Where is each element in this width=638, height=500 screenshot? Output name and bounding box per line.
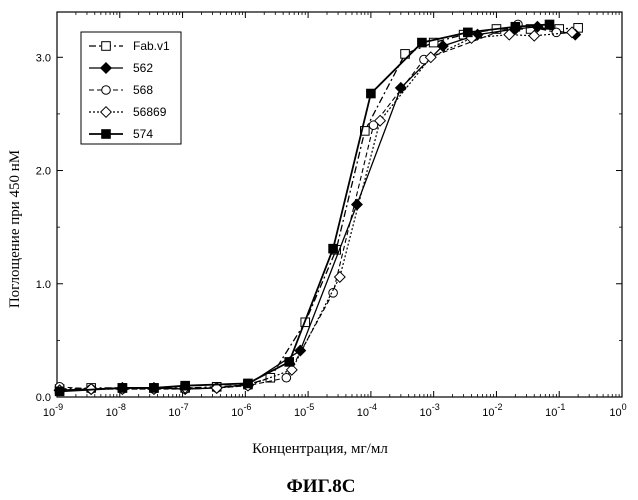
legend: Fab.v1 562 568 56869 574 [81, 32, 181, 144]
x-tick-label-exponent: -4 [369, 402, 377, 412]
x-tick-label-exponent: -5 [306, 402, 314, 412]
x-tick-label-base: 10 [231, 407, 243, 419]
data-point [552, 28, 561, 37]
y-axis-label: Поглощение при 450 нМ [7, 150, 23, 308]
data-point [511, 22, 520, 31]
x-tick-label-base: 10 [357, 407, 369, 419]
x-tick-label-exponent: -7 [181, 402, 189, 412]
data-point [55, 387, 64, 396]
x-tick-label-exponent: -2 [495, 402, 503, 412]
x-tick-label-exponent: -6 [243, 402, 251, 412]
legend-marker [102, 86, 111, 95]
y-tick-label: 1.0 [36, 279, 51, 291]
x-tick-label: 10-6 [231, 402, 251, 419]
x-axis-label: Концентрация, мг/мл [252, 441, 388, 457]
x-tick-label-base: 10 [609, 407, 621, 419]
data-point [285, 358, 294, 367]
data-point [464, 28, 473, 37]
legend-label: 574 [133, 127, 153, 141]
x-tick-label: 100 [609, 402, 626, 419]
x-tick-label: 10-1 [545, 402, 565, 419]
x-tick-label: 10-3 [420, 402, 440, 419]
x-tick-label-exponent: -3 [432, 402, 440, 412]
x-tick-label-base: 10 [482, 407, 494, 419]
x-tick-label-base: 10 [420, 407, 432, 419]
x-tick-label-exponent: 0 [622, 402, 627, 412]
data-point [181, 381, 190, 390]
legend-marker [102, 42, 111, 51]
x-tick-label: 10-2 [482, 402, 502, 419]
x-tick-label: 10-9 [43, 402, 63, 419]
x-tick-label-base: 10 [545, 407, 557, 419]
legend-label: 56869 [133, 105, 167, 119]
x-tick-label: 10-5 [294, 402, 314, 419]
x-tick-label-exponent: -1 [557, 402, 565, 412]
y-tick-label: 3.0 [36, 52, 51, 64]
y-tick-label: 0.0 [36, 392, 51, 404]
data-point [418, 38, 427, 47]
legend-label: 568 [133, 83, 153, 97]
legend-marker [102, 130, 111, 139]
data-point [545, 20, 554, 29]
data-point [150, 384, 159, 393]
x-tick-label-base: 10 [294, 407, 306, 419]
data-point [367, 89, 376, 98]
data-point [244, 379, 253, 388]
x-tick-label-base: 10 [106, 407, 118, 419]
x-tick-label-base: 10 [168, 407, 180, 419]
x-tick-label: 10-4 [357, 402, 377, 419]
x-tick-label: 10-8 [106, 402, 126, 419]
data-point [329, 244, 338, 253]
x-tick-label-exponent: -9 [55, 402, 63, 412]
data-point [118, 384, 127, 393]
y-tick-label: 2.0 [36, 166, 51, 178]
legend-label: Fab.v1 [133, 39, 170, 53]
x-tick-label-base: 10 [43, 407, 55, 419]
x-tick-label-exponent: -8 [118, 402, 126, 412]
legend-label: 562 [133, 61, 153, 75]
x-tick-label: 10-7 [168, 402, 188, 419]
figure-caption: ФИГ.8С [286, 476, 355, 497]
data-point [282, 373, 291, 382]
